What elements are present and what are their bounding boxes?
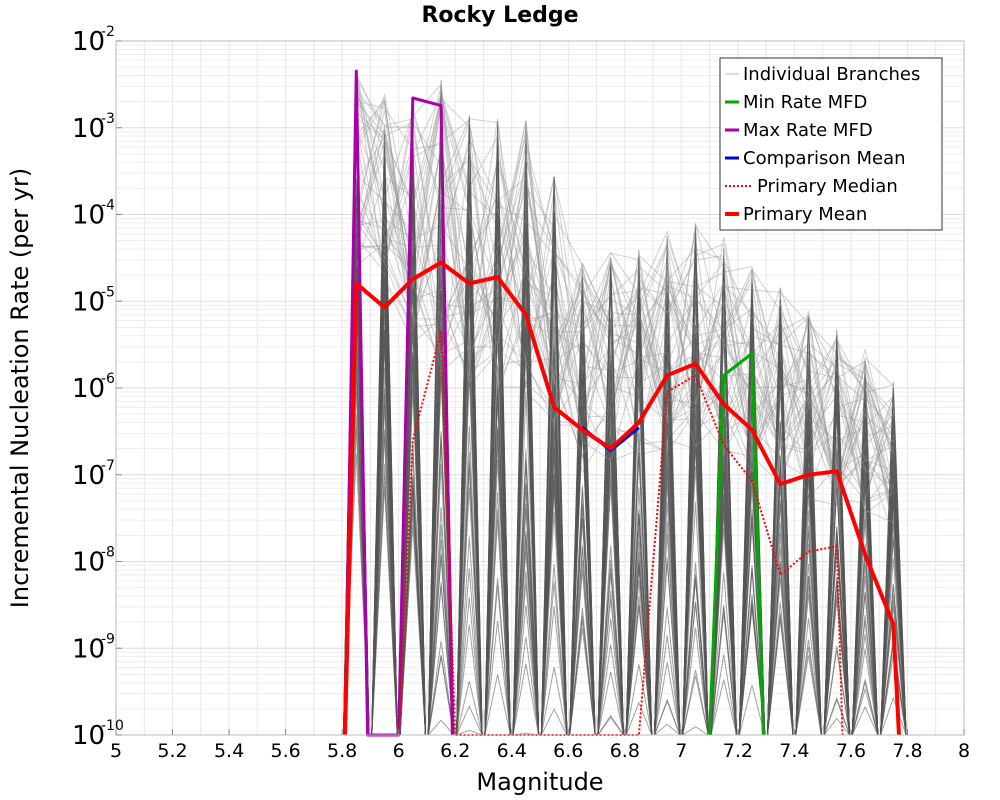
y-tick-label: 10-2 [72, 24, 115, 57]
y-tick-exponent: -7 [101, 458, 115, 474]
branch-line [355, 89, 894, 474]
branch-line [355, 92, 894, 506]
x-tick-label: 8 [958, 740, 970, 762]
y-tick-label: 10-10 [72, 718, 124, 751]
legend-entry: Min Rate MFD [743, 92, 867, 113]
y-tick-base: 10 [72, 721, 105, 751]
y-axis-label: Incremental Nucleation Rate (per yr) [6, 168, 34, 608]
x-tick-label: 6.4 [497, 740, 527, 762]
y-tick-exponent: -10 [101, 718, 124, 734]
branch-line [355, 97, 894, 458]
branch-line [355, 83, 894, 496]
x-tick-label: 5.4 [214, 740, 244, 762]
branch-line [355, 99, 894, 506]
branch-line [356, 103, 894, 488]
series-line-primary-median [397, 330, 844, 736]
y-tick-base: 10 [72, 287, 105, 317]
legend-box [719, 57, 943, 231]
branch-line [356, 94, 894, 439]
branch-line [355, 71, 894, 500]
y-tick-exponent: -3 [101, 111, 115, 127]
x-axis-label: Magnitude [476, 768, 603, 796]
y-tick-label: 10-3 [72, 111, 115, 144]
x-tick-label: 6.2 [440, 740, 470, 762]
y-tick-exponent: -8 [101, 545, 115, 561]
x-tick-label: 7.2 [723, 740, 753, 762]
x-tick-label: 6.8 [610, 740, 640, 762]
legend-entry: Primary Mean [743, 204, 867, 225]
y-tick-base: 10 [72, 634, 105, 664]
branch-line [355, 79, 894, 439]
legend-entry: Comparison Mean [743, 148, 906, 169]
y-tick-label: 10-8 [72, 545, 115, 578]
x-tick-label: 5.8 [327, 740, 357, 762]
y-tick-base: 10 [72, 548, 105, 578]
x-tick-label: 7 [675, 740, 687, 762]
y-tick-label: 10-4 [72, 198, 115, 231]
y-tick-label: 10-9 [72, 631, 115, 664]
chart-title: Rocky Ledge [421, 3, 578, 28]
legend-entry: Individual Branches [743, 64, 920, 85]
y-tick-base: 10 [72, 461, 105, 491]
branch-line [355, 94, 894, 488]
y-tick-exponent: -5 [101, 284, 115, 300]
branch-line [355, 108, 894, 514]
x-tick-label: 5.2 [157, 740, 187, 762]
y-tick-base: 10 [72, 27, 105, 57]
branch-line [355, 72, 894, 499]
x-axis-ticks: 5 5.2 5.4 5.6 5.8 6 6.2 6.4 6.6 6.8 7 7.2 7.4 7.6 7.8 8 [110, 729, 970, 762]
series-line-min-rate-mfd [708, 352, 765, 736]
x-tick-label: 5 [110, 740, 122, 762]
legend-entry: Primary Median [757, 176, 898, 197]
y-tick-label: 10-5 [72, 284, 115, 317]
branch-line [355, 96, 894, 505]
branch-line [355, 96, 894, 470]
branch-line [355, 125, 894, 503]
x-tick-label: 7.6 [836, 740, 866, 762]
branch-line [355, 98, 894, 520]
branch-line [356, 137, 894, 500]
x-tick-label: 6.6 [553, 740, 583, 762]
y-tick-base: 10 [72, 114, 105, 144]
branch-line [356, 100, 894, 483]
y-tick-exponent: -9 [101, 631, 115, 647]
series-line-primary-mean [343, 260, 901, 736]
x-tick-label: 6 [393, 740, 405, 762]
y-tick-exponent: -6 [101, 371, 115, 387]
y-tick-base: 10 [72, 374, 105, 404]
branch-line [355, 111, 894, 396]
x-tick-label: 5.6 [270, 740, 300, 762]
legend-entry: Max Rate MFD [743, 120, 873, 141]
branch-line [355, 73, 894, 531]
branch-line [355, 119, 894, 481]
branch-line [355, 85, 894, 488]
legend: Individual Branches Min Rate MFD Max Rate … [719, 57, 943, 231]
branch-line [355, 109, 894, 497]
y-tick-label: 10-6 [72, 371, 115, 404]
x-tick-label: 7.4 [779, 740, 809, 762]
branch-line [355, 92, 894, 488]
y-tick-exponent: -2 [101, 24, 115, 40]
x-tick-label: 7.8 [892, 740, 922, 762]
y-tick-base: 10 [72, 201, 105, 231]
y-tick-exponent: -4 [101, 198, 115, 214]
branch-line [355, 105, 894, 502]
y-tick-label: 10-7 [72, 458, 115, 491]
